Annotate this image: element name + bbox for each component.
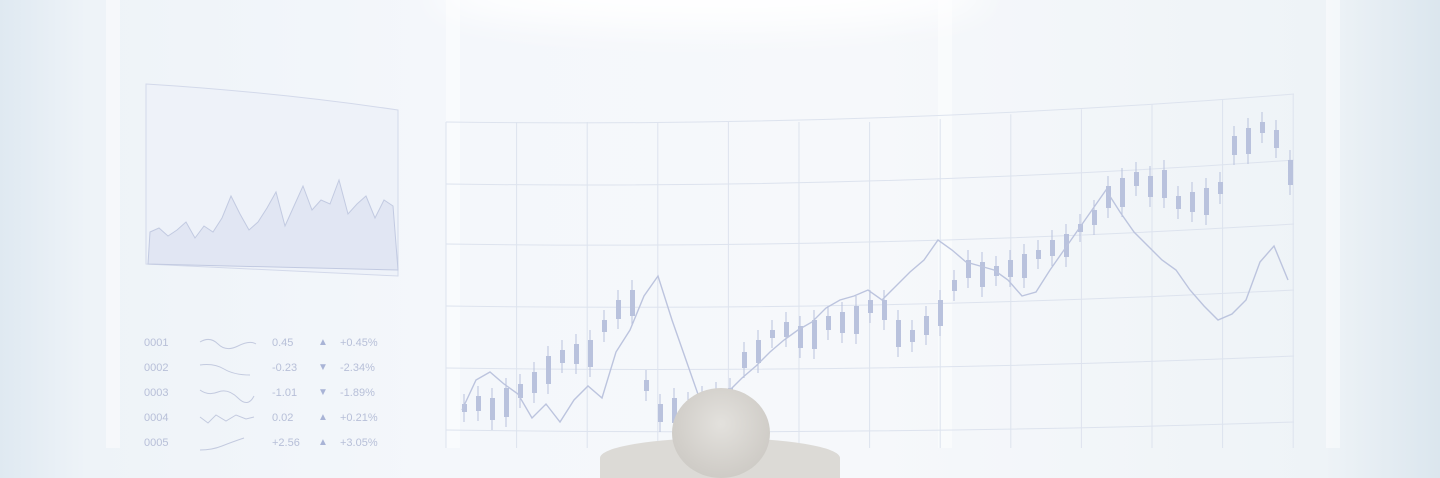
candle-body <box>826 316 831 330</box>
candle-body <box>756 340 761 363</box>
grid-line <box>445 93 1295 124</box>
candle-body <box>518 384 523 398</box>
triangle-down-icon: ▼ <box>318 387 328 398</box>
candle-body <box>812 320 817 349</box>
candlestick-series <box>462 112 1293 433</box>
candle-body <box>1120 178 1125 207</box>
ticker-code: 0005 <box>144 437 169 449</box>
candle-body <box>1218 182 1223 194</box>
person-head <box>672 388 770 478</box>
candle-body <box>1148 176 1153 197</box>
glass-pane-edge <box>1326 0 1340 448</box>
candle-body <box>504 388 509 417</box>
candle-body <box>644 380 649 391</box>
candle-body <box>574 344 579 364</box>
trading-screen-scene: 0001 0.45 ▲ +0.45% 0002 -0.23 ▼ -2.34% 0… <box>106 0 1340 478</box>
candle-body <box>938 300 943 326</box>
sparkline-icon <box>198 384 258 407</box>
candle-body <box>1050 240 1055 256</box>
ticker-code: 0002 <box>144 362 169 374</box>
candle-body <box>462 404 467 412</box>
candle-body <box>910 330 915 342</box>
candle-body <box>672 398 677 423</box>
ticker-value: 0.02 <box>272 412 294 424</box>
ticker-change: +0.21% <box>340 412 378 424</box>
candle-body <box>658 404 663 422</box>
candle-body <box>1190 192 1195 212</box>
ticker-change: +0.45% <box>340 337 378 349</box>
triangle-up-icon: ▲ <box>318 437 328 448</box>
candle-body <box>616 300 621 319</box>
candle-body <box>560 350 565 363</box>
sparkline-icon <box>198 434 258 457</box>
candle-body <box>532 372 537 393</box>
ticker-code: 0003 <box>144 387 169 399</box>
candle-body <box>1134 172 1139 186</box>
ticker-row: 0003 -1.01 ▼ -1.89% <box>142 384 412 409</box>
candle-body <box>840 312 845 333</box>
glass-pane-edge <box>446 0 460 448</box>
ticker-change: -2.34% <box>340 362 375 374</box>
glass-pane-edge <box>938 0 952 448</box>
candle-body <box>854 306 859 334</box>
sparkline-icon <box>198 334 258 357</box>
candle-body <box>980 262 985 287</box>
area-chart-series <box>147 178 399 271</box>
candle-body <box>630 290 635 316</box>
candle-body <box>1008 260 1013 277</box>
candle-body <box>1092 210 1097 225</box>
ticker-value: -0.23 <box>272 362 298 374</box>
candle-body <box>966 260 971 278</box>
candle-body <box>1274 130 1279 148</box>
candle-body <box>1162 170 1167 198</box>
candle-body <box>1176 196 1181 209</box>
ticker-code: 0001 <box>144 337 169 349</box>
sparkline-icon <box>198 409 258 432</box>
area-chart-panel <box>145 83 399 277</box>
candle-body <box>1288 160 1293 185</box>
candle-body <box>588 340 593 367</box>
candle-body <box>784 322 789 337</box>
ticker-value: 0.45 <box>272 337 294 349</box>
candle-body <box>882 300 887 320</box>
candle-body <box>546 356 551 384</box>
ticker-row: 0004 0.02 ▲ +0.21% <box>142 409 412 434</box>
candle-body <box>1204 188 1209 215</box>
candle-body <box>1106 186 1111 208</box>
candle-body <box>476 396 481 411</box>
sparkline-icon <box>198 359 258 382</box>
ticker-code: 0004 <box>144 412 169 424</box>
candle-body <box>1036 250 1041 259</box>
candle-body <box>1246 128 1251 154</box>
holographic-charts <box>145 83 1295 448</box>
candle-body <box>1078 224 1083 232</box>
trend-line <box>461 188 1289 424</box>
ticker-value: -1.01 <box>272 387 298 399</box>
main-chart-grid <box>445 93 1295 448</box>
candle-body <box>602 320 607 332</box>
candle-body <box>952 280 957 291</box>
candle-body <box>770 330 775 338</box>
ticker-row: 0005 +2.56 ▲ +3.05% <box>142 434 412 459</box>
candle-body <box>924 316 929 335</box>
ticker-row: 0002 -0.23 ▼ -2.34% <box>142 359 412 384</box>
triangle-down-icon: ▼ <box>318 362 328 373</box>
triangle-up-icon: ▲ <box>318 412 328 423</box>
candle-body <box>1022 254 1027 278</box>
ticker-change: +3.05% <box>340 437 378 449</box>
ticker-list: 0001 0.45 ▲ +0.45% 0002 -0.23 ▼ -2.34% 0… <box>142 334 412 459</box>
candle-body <box>490 398 495 420</box>
candle-body <box>896 320 901 347</box>
candle-body <box>868 300 873 313</box>
candle-body <box>798 326 803 348</box>
candle-body <box>742 352 747 368</box>
glass-pane-edge <box>106 0 120 448</box>
triangle-up-icon: ▲ <box>318 337 328 348</box>
ticker-row: 0001 0.45 ▲ +0.45% <box>142 334 412 359</box>
candle-body <box>1232 136 1237 155</box>
candle-body <box>1260 122 1265 133</box>
ticker-value: +2.56 <box>272 437 300 449</box>
ticker-change: -1.89% <box>340 387 375 399</box>
